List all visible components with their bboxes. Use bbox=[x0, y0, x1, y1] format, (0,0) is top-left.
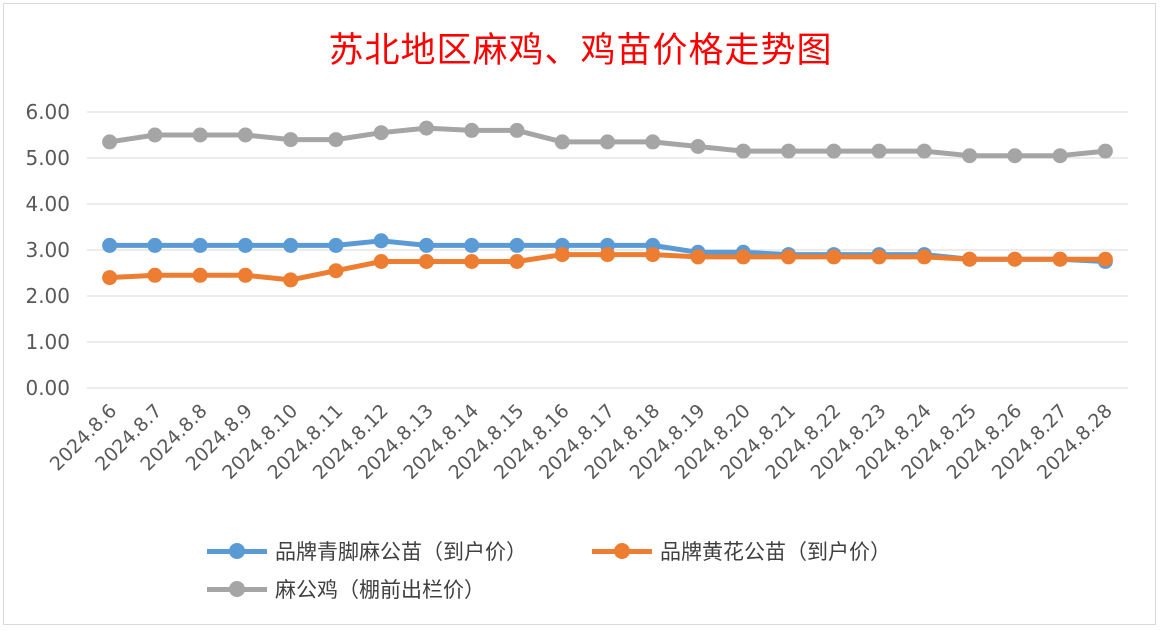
y-tick-label: 0.00 bbox=[25, 376, 70, 400]
data-point bbox=[328, 263, 344, 279]
data-point bbox=[237, 267, 253, 283]
data-point bbox=[147, 267, 163, 283]
data-point bbox=[192, 127, 208, 143]
legend-item: 品牌黄花公苗（到户价） bbox=[592, 536, 891, 566]
data-point bbox=[418, 237, 434, 253]
data-point bbox=[1052, 251, 1068, 267]
y-tick-label: 3.00 bbox=[25, 238, 70, 262]
legend-item: 品牌青脚麻公苗（到户价） bbox=[207, 536, 527, 566]
legend-label: 品牌黄花公苗（到户价） bbox=[660, 540, 891, 564]
data-point bbox=[781, 249, 797, 265]
data-point bbox=[826, 249, 842, 265]
data-point bbox=[871, 249, 887, 265]
y-tick-label: 4.00 bbox=[25, 192, 70, 216]
data-point bbox=[464, 237, 480, 253]
data-point bbox=[283, 272, 299, 288]
data-point bbox=[283, 237, 299, 253]
data-point bbox=[1097, 251, 1113, 267]
data-point bbox=[418, 120, 434, 136]
data-point bbox=[690, 139, 706, 154]
data-point bbox=[102, 270, 118, 286]
legend-item: 麻公鸡（棚前出栏价） bbox=[207, 574, 485, 604]
data-point bbox=[962, 148, 978, 164]
legend-swatch-icon bbox=[207, 541, 267, 561]
data-point bbox=[1007, 148, 1023, 164]
legend-swatch-icon bbox=[592, 541, 652, 561]
data-point bbox=[147, 127, 163, 143]
data-point bbox=[645, 247, 661, 263]
data-point bbox=[237, 237, 253, 253]
data-point bbox=[328, 132, 344, 148]
data-point bbox=[147, 237, 163, 253]
data-point bbox=[690, 249, 706, 265]
data-point bbox=[102, 237, 118, 253]
data-point bbox=[509, 122, 525, 138]
data-point bbox=[600, 247, 615, 263]
data-point bbox=[373, 125, 389, 141]
data-point bbox=[645, 134, 661, 150]
data-point bbox=[509, 237, 525, 253]
data-point bbox=[192, 267, 208, 283]
data-point bbox=[464, 254, 480, 269]
data-point bbox=[781, 143, 797, 159]
data-point bbox=[237, 127, 253, 143]
data-point bbox=[962, 251, 978, 267]
data-point bbox=[418, 254, 434, 269]
legend-label: 麻公鸡（棚前出栏价） bbox=[275, 578, 485, 602]
data-point bbox=[1052, 148, 1068, 164]
y-tick-label: 1.00 bbox=[25, 330, 70, 354]
data-point bbox=[1007, 251, 1023, 267]
y-tick-label: 5.00 bbox=[25, 146, 70, 170]
data-point bbox=[600, 134, 615, 150]
data-point bbox=[464, 122, 480, 138]
legend-swatch-icon bbox=[207, 579, 267, 599]
chart-border bbox=[3, 3, 1156, 625]
data-point bbox=[554, 134, 570, 150]
data-point bbox=[102, 134, 118, 150]
data-point bbox=[735, 143, 751, 159]
legend-label: 品牌青脚麻公苗（到户价） bbox=[275, 540, 527, 564]
y-tick-label: 2.00 bbox=[25, 284, 70, 308]
data-point bbox=[554, 247, 570, 263]
data-point bbox=[916, 249, 932, 265]
data-point bbox=[283, 132, 299, 148]
data-point bbox=[192, 237, 208, 253]
data-point bbox=[373, 254, 389, 269]
data-point bbox=[871, 143, 887, 159]
data-point bbox=[328, 237, 344, 253]
data-point bbox=[916, 143, 932, 159]
chart-title: 苏北地区麻鸡、鸡苗价格走势图 bbox=[328, 31, 833, 71]
data-point bbox=[826, 143, 842, 159]
y-tick-label: 6.00 bbox=[25, 100, 70, 124]
data-point bbox=[509, 254, 525, 269]
data-point bbox=[373, 233, 389, 249]
data-point bbox=[1097, 143, 1113, 159]
data-point bbox=[735, 249, 751, 265]
